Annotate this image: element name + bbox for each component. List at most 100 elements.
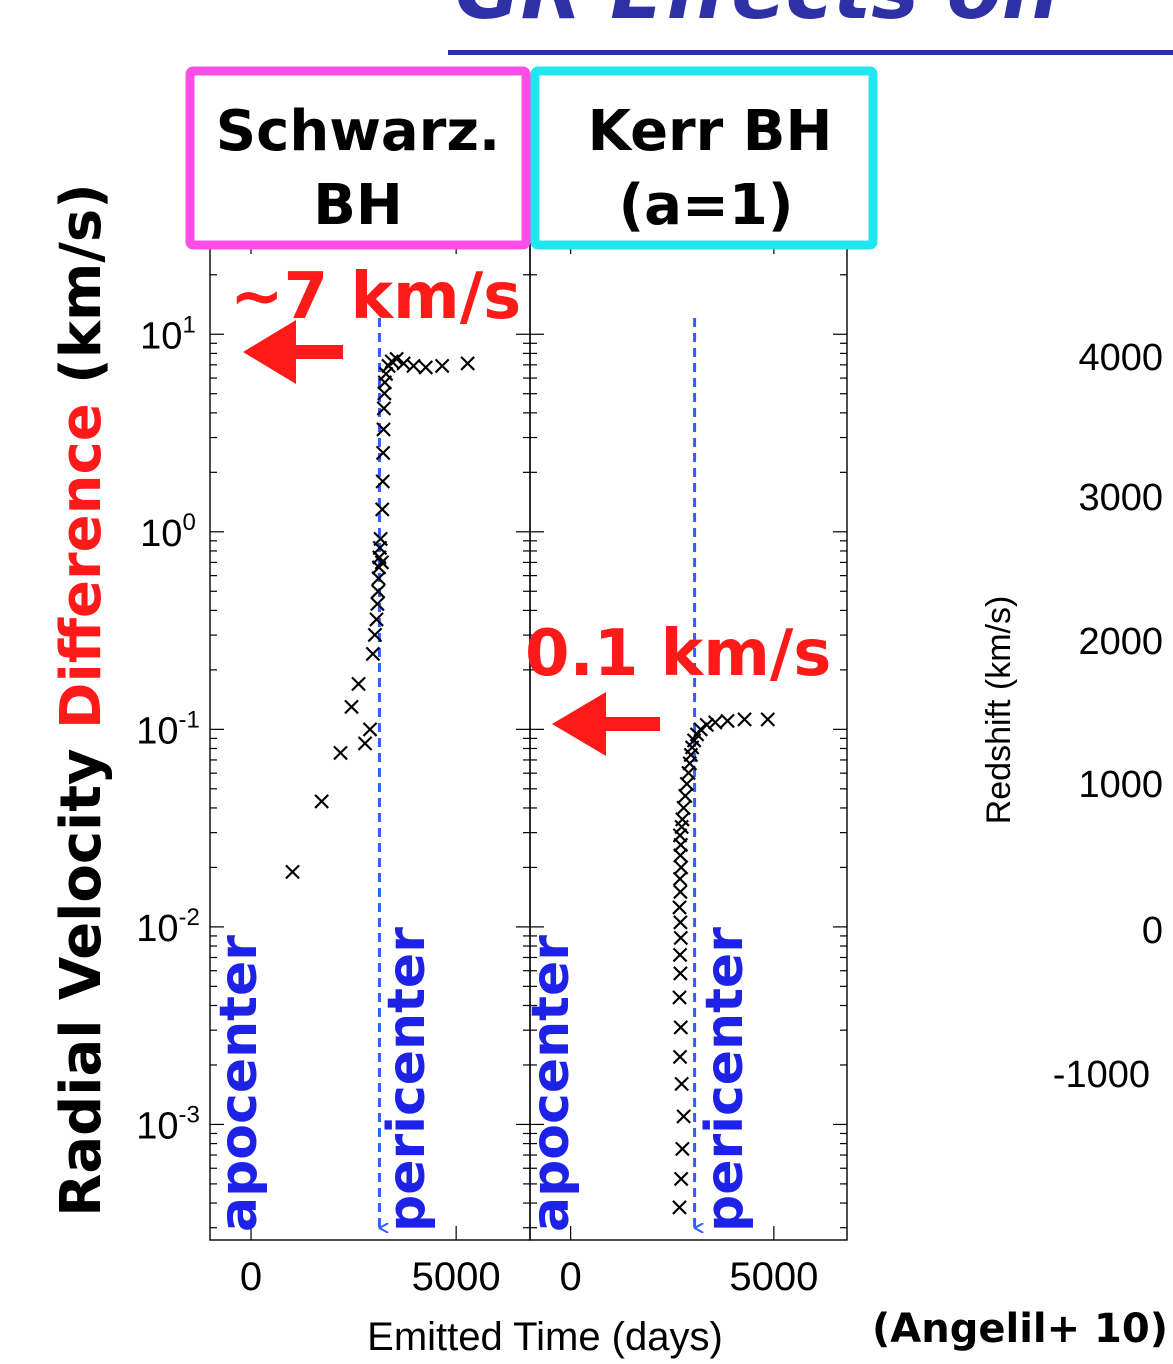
right-panel: 0 5000 ××××××××××××××××××××××××××××××××××… [529,239,848,1299]
kerr-label-box: Kerr BH (a=1) [530,66,878,250]
redshift-y-label: Redshift (km/s) [980,596,1018,825]
right-data-point: × [672,804,694,834]
redshift-panel: Redshift (km/s) 4000 3000 2000 1000 0 -1… [980,337,1163,1096]
right-data-point: × [669,1192,691,1222]
left-data-point: × [381,346,403,376]
left-data-point: × [374,367,396,397]
right-data-point: × [670,852,692,882]
right-pericenter-label: pericenter [695,927,755,1232]
right-data-point: × [669,893,691,923]
redshift-tick-2000: 2000 [1078,621,1163,663]
y-axis-label-difference: Difference [49,403,114,729]
y-axis-label-part3: (km/s) [49,183,114,403]
left-y-tick-labels: 10-3 10-2 10-1 100 101 [136,311,200,1147]
left-data-point: × [366,589,388,619]
right-data-point: × [670,1164,692,1194]
right-data-point: × [680,740,702,770]
left-data-point: × [375,359,397,389]
right-data-point: × [673,793,695,823]
right-data-point: × [672,1134,694,1164]
left-x-tick-labels: 0 5000 [240,1255,501,1299]
right-data-point: × [670,923,692,953]
left-data-point: × [372,466,394,496]
schwarzschild-box-frame [185,66,531,250]
right-data-point: × [669,908,691,938]
right-data-point: × [669,821,691,851]
left-data-point: × [367,576,389,606]
right-data-point: × [757,705,779,735]
y-axis-label: Radial Velocity Difference (km/s) [49,183,114,1217]
left-data-point: × [362,639,384,669]
y-axis-label-part1: Radial Velocity [49,729,114,1217]
left-y-tick-label: 10-3 [136,1101,200,1147]
x-axis-label: Emitted Time (days) [367,1315,723,1359]
right-data-point: × [669,959,691,989]
right-data-point: × [671,1069,693,1099]
left-data-point: × [371,494,393,524]
right-data-point: × [674,781,696,811]
redshift-tick-0: 0 [1142,910,1163,952]
right-annotation-arrow [552,692,660,756]
right-data-point: × [704,708,726,738]
left-data-point: × [282,857,304,887]
redshift-tick-3000: 3000 [1078,477,1163,519]
right-data-point: × [670,830,692,860]
right-data-point: × [681,732,703,762]
left-data-point: × [373,379,395,409]
right-data-point: × [670,1012,692,1042]
kerr-box-line1: Kerr BH [588,99,833,164]
schwarzschild-box-line1: Schwarz. [216,99,500,164]
right-x-tick-label: 5000 [729,1255,818,1299]
left-annotation-arrow [243,320,343,384]
schwarzschild-label-box: Schwarz. BH [185,66,531,250]
right-data-point: × [734,705,756,735]
left-x-tick-label: 0 [240,1255,262,1299]
left-data-point: × [457,349,479,379]
left-data-point: × [369,533,391,563]
left-y-tick-label: 10-2 [136,904,200,950]
left-data-point: × [378,351,400,381]
left-x-tick-label: 5000 [412,1255,501,1299]
left-data-point: × [431,351,453,381]
left-y-tick-label: 100 [140,509,196,555]
right-data-point: × [683,725,705,755]
left-y-tick-label: 10-1 [136,706,200,752]
left-data-point: × [369,543,391,573]
kerr-box-frame [530,66,878,250]
left-data-point: × [373,394,395,424]
redshift-tick-minus1000: -1000 [1053,1054,1150,1096]
left-data-point: × [415,352,437,382]
left-data-points: ××××××××××××××××××××××××××××××××× × [282,344,479,887]
right-data-points: ××××××××××××××××××××××××××××××××××× × [669,705,779,1223]
right-data-point: × [669,840,691,870]
left-data-point: × [354,728,376,758]
left-data-point: × [359,714,381,744]
slide-title: GR Effects on [455,0,1059,37]
schwarzschild-box-line2: BH [313,173,403,238]
citation: (Angelil+ 10) [872,1306,1168,1352]
left-data-point: × [371,547,393,577]
left-apocenter-label: apocenter [209,935,269,1232]
title-underline [448,50,1173,55]
left-data-point: × [403,351,425,381]
kerr-box-line2: (a=1) [619,173,794,238]
right-data-point: × [690,714,712,744]
schwarzschild-annotation: ~7 km/s [230,260,521,334]
left-data-point: × [311,787,333,817]
right-data-point: × [676,769,698,799]
left-y-tick-label: 101 [140,311,196,357]
right-data-point: × [669,940,691,970]
right-data-point: × [669,877,691,907]
right-apocenter-label: apocenter [521,935,581,1232]
kerr-annotation: 0.1 km/s [525,617,831,691]
left-data-point: × [372,438,394,468]
left-data-point: × [393,349,415,379]
left-data-point: × [368,564,390,594]
left-pericenter-label: pericenter [377,927,437,1232]
right-data-point: × [669,982,691,1012]
right-data-point: × [679,749,701,779]
left-data-point: × [366,604,388,634]
